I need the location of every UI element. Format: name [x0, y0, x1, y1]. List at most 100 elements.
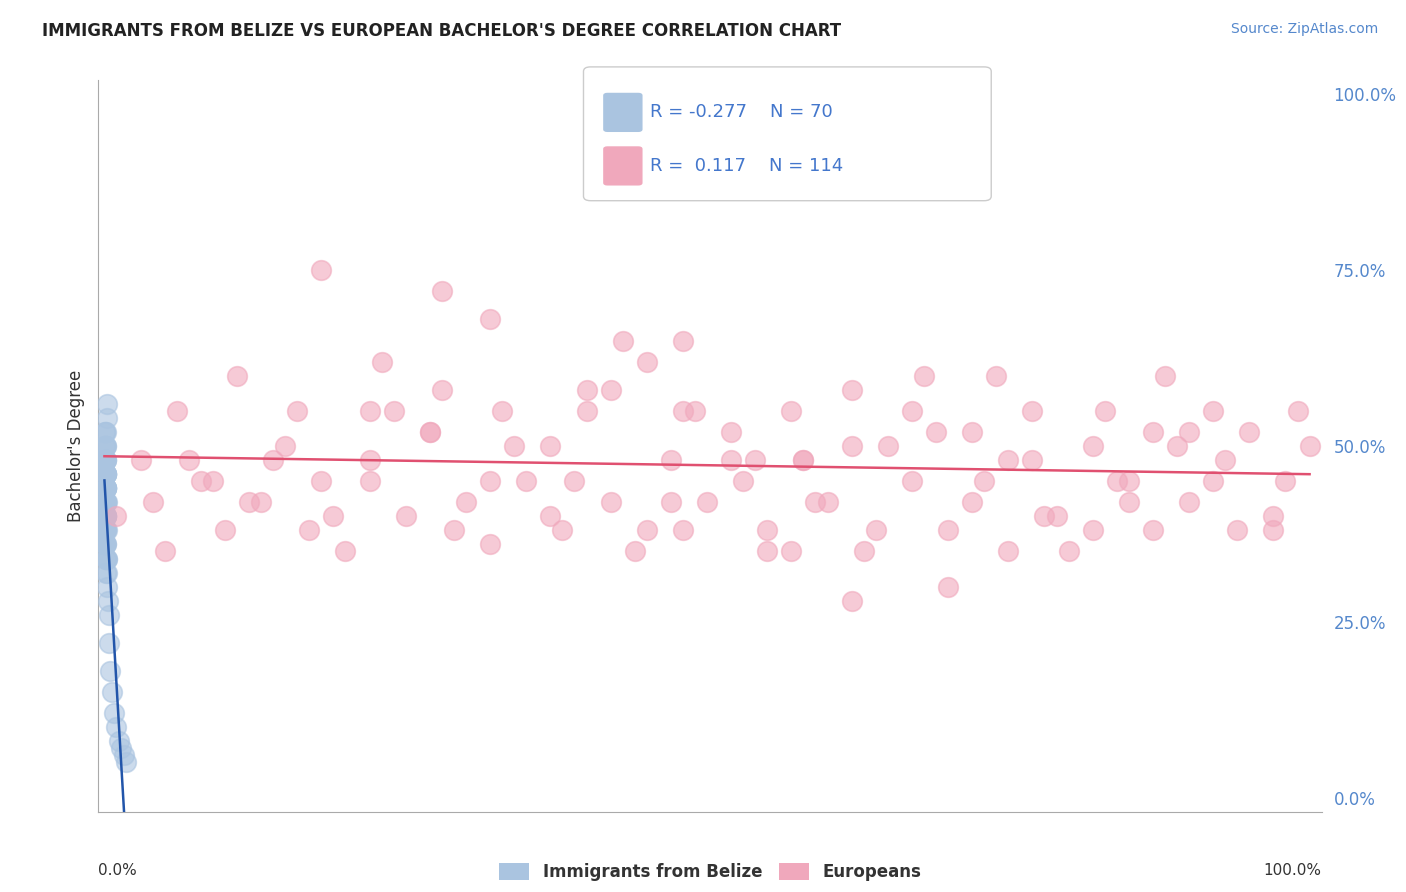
Point — [94, 509, 117, 524]
Point — [112, 748, 135, 763]
Point — [1057, 544, 1080, 558]
Point — [94, 524, 117, 538]
Point — [1166, 439, 1188, 453]
Point — [1298, 439, 1320, 453]
Point — [852, 544, 875, 558]
Point — [612, 334, 634, 348]
Point — [720, 425, 742, 439]
Point — [720, 453, 742, 467]
Point — [1142, 425, 1164, 439]
Point — [94, 537, 117, 551]
Point — [683, 404, 706, 418]
Point — [1154, 368, 1177, 383]
Point — [94, 481, 117, 495]
Point — [96, 397, 118, 411]
Point — [430, 285, 453, 299]
Point — [94, 453, 117, 467]
Point — [672, 404, 695, 418]
Point — [1094, 404, 1116, 418]
Point — [94, 509, 117, 524]
Point — [190, 474, 212, 488]
Point — [1202, 404, 1225, 418]
Point — [551, 524, 574, 538]
Point — [936, 524, 959, 538]
Point — [912, 368, 935, 383]
Point — [153, 544, 176, 558]
Point — [94, 453, 117, 467]
Point — [503, 439, 526, 453]
Point — [960, 425, 983, 439]
Point — [98, 636, 121, 650]
Point — [1178, 425, 1201, 439]
Point — [96, 524, 118, 538]
Point — [430, 383, 453, 397]
Point — [865, 524, 887, 538]
Point — [94, 481, 117, 495]
Point — [1202, 474, 1225, 488]
Point — [94, 495, 117, 509]
Text: 0.0%: 0.0% — [98, 863, 138, 878]
Point — [659, 453, 682, 467]
Point — [696, 495, 718, 509]
Point — [94, 425, 117, 439]
Point — [110, 741, 132, 756]
Point — [298, 524, 321, 538]
Point — [1226, 524, 1249, 538]
Point — [1033, 509, 1056, 524]
Text: Source: ZipAtlas.com: Source: ZipAtlas.com — [1230, 22, 1378, 37]
Point — [1105, 474, 1128, 488]
Point — [94, 524, 117, 538]
Point — [623, 544, 645, 558]
Point — [479, 474, 502, 488]
Point — [238, 495, 260, 509]
Point — [1274, 474, 1296, 488]
Point — [96, 566, 118, 580]
Point — [129, 453, 152, 467]
Point — [96, 495, 118, 509]
Point — [177, 453, 200, 467]
Point — [285, 404, 308, 418]
Point — [359, 453, 381, 467]
Point — [94, 524, 117, 538]
Point — [94, 481, 117, 495]
Point — [96, 551, 118, 566]
Point — [780, 404, 803, 418]
Point — [94, 509, 117, 524]
Point — [96, 481, 118, 495]
Point — [96, 410, 118, 425]
Point — [960, 495, 983, 509]
Point — [1081, 439, 1104, 453]
Point — [96, 425, 118, 439]
Point — [250, 495, 273, 509]
Point — [103, 706, 125, 721]
Point — [419, 425, 441, 439]
Point — [94, 439, 117, 453]
Point — [1239, 425, 1261, 439]
Point — [479, 312, 502, 326]
Point — [756, 544, 779, 558]
Point — [1118, 474, 1140, 488]
Point — [274, 439, 297, 453]
Point — [1213, 453, 1236, 467]
Point — [841, 383, 863, 397]
Point — [311, 263, 333, 277]
Point — [997, 453, 1019, 467]
Point — [335, 544, 357, 558]
Point — [94, 537, 117, 551]
Point — [105, 509, 128, 524]
Point — [382, 404, 405, 418]
Point — [370, 354, 392, 368]
Point — [94, 467, 117, 482]
Point — [94, 537, 117, 551]
Point — [1021, 404, 1043, 418]
Point — [636, 354, 658, 368]
Point — [443, 524, 465, 538]
Point — [94, 481, 117, 495]
Point — [94, 453, 117, 467]
Point — [262, 453, 284, 467]
Point — [936, 580, 959, 594]
Point — [96, 495, 118, 509]
Point — [599, 383, 621, 397]
Point — [419, 425, 441, 439]
Point — [96, 551, 118, 566]
